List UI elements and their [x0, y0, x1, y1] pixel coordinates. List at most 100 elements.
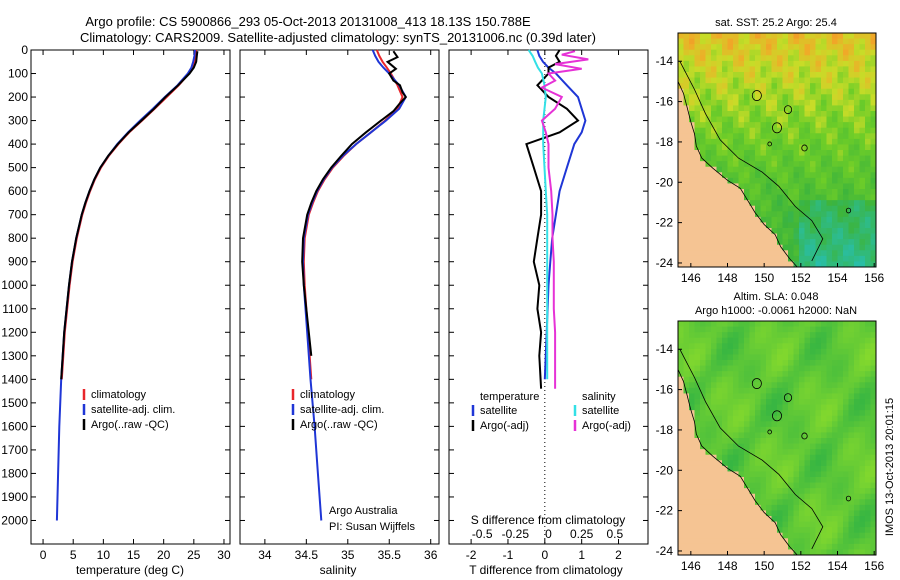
heatmap-cell [760, 354, 767, 361]
heatmap-cell [727, 222, 734, 229]
legend-label: satellite-adj. clim. [300, 404, 384, 416]
heatmap-cell [711, 410, 717, 417]
heatmap-cell [755, 55, 761, 62]
heatmap-cell [771, 360, 778, 366]
heatmap-cell [749, 105, 756, 112]
heatmap-cell [804, 222, 811, 229]
heatmap-cell [700, 454, 706, 461]
heatmap-cell [843, 449, 849, 456]
x-tick-label: 35.5 [378, 548, 402, 562]
heatmap-cell [793, 133, 800, 140]
heatmap-cell [760, 399, 767, 405]
heatmap-cell [859, 521, 866, 528]
heatmap-cell [804, 122, 811, 129]
heatmap-cell [837, 332, 844, 339]
heatmap-cell [826, 460, 833, 467]
heatmap-cell [865, 138, 871, 145]
heatmap-cell [804, 426, 811, 433]
heatmap-cell [678, 371, 684, 378]
heatmap-cell [815, 111, 822, 117]
heatmap-cell [727, 150, 734, 156]
heatmap-cell [782, 172, 789, 179]
heatmap-cell [865, 239, 871, 246]
map-x-tick-label: 146 [681, 559, 701, 573]
heatmap-cell [689, 376, 695, 383]
heatmap-cell [854, 111, 860, 117]
heatmap-cell [793, 499, 800, 506]
heatmap-cell [733, 393, 739, 400]
heatmap-cell [716, 538, 723, 545]
heatmap-cell [793, 144, 800, 151]
heatmap-cell [678, 516, 684, 522]
heatmap-cell [716, 465, 723, 472]
heatmap-cell [700, 172, 706, 179]
heatmap-cell [689, 239, 695, 246]
heatmap-cell [766, 44, 772, 51]
heatmap-cell [865, 200, 871, 207]
heatmap-cell [777, 83, 783, 90]
heatmap-cell [848, 499, 855, 506]
heatmap-cell [694, 261, 701, 268]
heatmap-cell [744, 471, 750, 478]
heatmap-cell [716, 194, 723, 201]
heatmap-cell [755, 426, 761, 433]
heatmap-cell [705, 189, 712, 195]
heatmap-cell [689, 177, 695, 184]
heatmap-cell [749, 443, 756, 450]
heatmap-cell [837, 538, 844, 545]
heatmap-cell [837, 504, 844, 511]
heatmap-cell [826, 244, 833, 251]
heatmap-cell [859, 454, 866, 461]
heatmap-cell [788, 99, 794, 106]
y-tick-label: 1300 [1, 349, 28, 363]
heatmap-cell [683, 516, 690, 522]
heatmap-cell [711, 200, 717, 207]
heatmap-cell [733, 543, 739, 550]
heatmap-cell [810, 127, 816, 134]
heatmap-cell [843, 55, 849, 62]
map-x-tick-label: 148 [717, 271, 737, 285]
heatmap-cell [716, 426, 723, 433]
heatmap-cell [738, 66, 745, 73]
heatmap-cell [832, 438, 838, 444]
heatmap-cell [799, 177, 805, 184]
heatmap-cell [694, 488, 701, 495]
heatmap-cell [733, 183, 739, 190]
heatmap-cell [678, 200, 684, 207]
heatmap-cell [777, 538, 783, 545]
heatmap-cell [760, 382, 767, 389]
heatmap-cell [870, 365, 877, 372]
heatmap-cell [821, 233, 827, 240]
heatmap-cell [832, 116, 838, 123]
heatmap-cell [815, 538, 822, 545]
heatmap-cell [705, 499, 712, 506]
heatmap-cell [782, 432, 789, 439]
heatmap-cell [716, 360, 723, 366]
heatmap-cell [810, 471, 816, 478]
heatmap-cell [733, 387, 739, 394]
heatmap-cell [716, 127, 723, 134]
heatmap-cell [755, 72, 761, 78]
heatmap-cell [832, 250, 838, 257]
heatmap-cell [777, 410, 783, 417]
heatmap-cell [689, 228, 695, 234]
heatmap-cell [716, 337, 723, 344]
heatmap-cell [810, 133, 816, 140]
heatmap-cell [744, 410, 750, 417]
heatmap-cell [826, 399, 833, 405]
heatmap-cell [793, 105, 800, 112]
heatmap-cell [678, 471, 684, 478]
heatmap-cell [821, 205, 827, 212]
heatmap-cell [821, 482, 827, 489]
heatmap-cell [700, 250, 706, 257]
heatmap-cell [771, 105, 778, 112]
heatmap-cell [832, 83, 838, 90]
heatmap-cell [793, 410, 800, 417]
heatmap-cell [854, 493, 860, 500]
heatmap-cell [810, 161, 816, 168]
heatmap-cell [722, 105, 728, 112]
heatmap-cell [804, 449, 811, 456]
heatmap-cell [760, 410, 767, 417]
heatmap-cell [788, 527, 794, 534]
heatmap-cell [832, 44, 838, 51]
